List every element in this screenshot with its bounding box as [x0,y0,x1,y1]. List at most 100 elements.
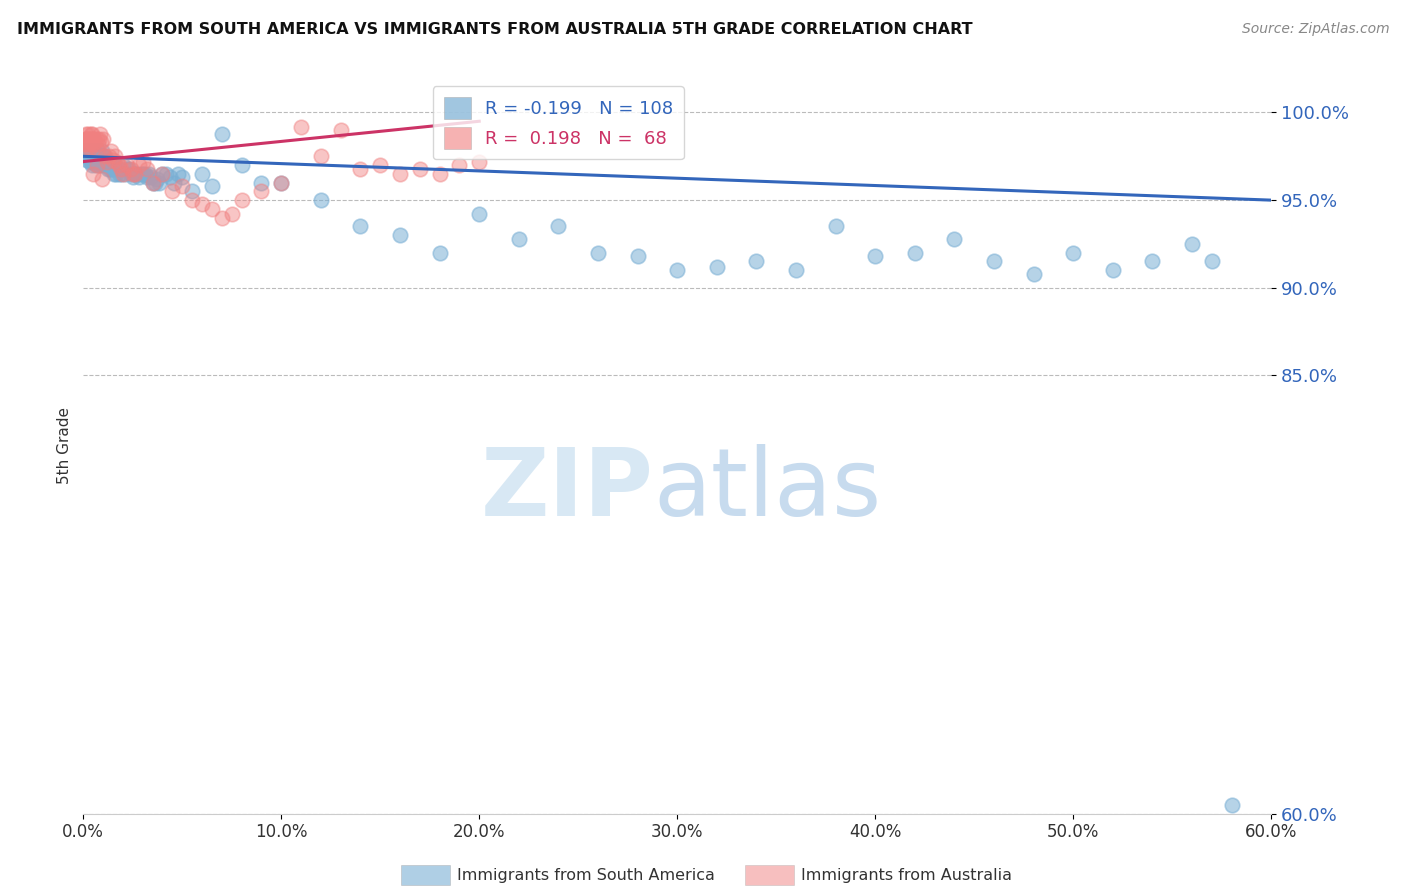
Point [90,144,112,158]
Point [90,136,112,150]
Point [389,167,412,181]
Point [91,172,114,186]
Point [191,196,214,211]
Point [108,158,131,172]
Point [83,147,105,161]
Point [96,158,118,172]
Point [138,167,160,181]
Point [211,211,233,225]
Point [111,167,134,181]
Point [145,172,167,186]
Point [100,158,122,172]
Point [93,149,115,163]
Point [84,136,107,150]
Point [148,176,170,190]
Point [104,167,127,181]
Point [79,149,101,163]
Point [167,167,190,181]
Point [94,158,117,172]
Point [118,161,141,176]
Point [105,154,128,169]
Point [135,170,157,185]
Point [76,136,98,150]
Point [409,161,432,176]
Point [290,120,312,134]
Point [128,170,150,185]
Point [87,136,110,151]
Point [329,123,352,137]
Point [134,167,156,181]
Point [98,149,121,163]
Text: ZIP: ZIP [481,443,654,536]
Point [152,167,174,181]
Point [468,207,491,221]
Point [309,149,332,163]
Point [163,176,186,190]
Point [449,158,471,172]
Point [77,132,100,146]
Point [87,153,110,167]
Point [666,263,689,277]
Y-axis label: 5th Grade: 5th Grade [58,407,72,484]
Point [77,132,100,146]
Point [824,219,846,234]
Point [201,202,224,216]
Point [82,127,104,141]
Point [80,153,103,167]
Point [101,158,124,172]
Point [91,132,114,146]
Point [172,170,194,185]
Point [115,161,138,176]
Point [121,167,143,181]
Point [75,136,97,151]
Text: Source: ZipAtlas.com: Source: ZipAtlas.com [1241,22,1389,37]
Point [1062,245,1084,260]
Point [135,161,157,176]
Legend: R = -0.199   N = 108, R =  0.198   N =  68: R = -0.199 N = 108, R = 0.198 N = 68 [433,87,685,160]
Point [89,127,111,141]
Point [1220,797,1243,812]
Point [152,167,174,181]
Point [77,147,100,161]
Point [76,140,98,154]
Point [86,158,108,172]
Point [89,132,111,146]
Point [75,132,97,146]
Point [105,161,128,176]
Point [79,140,101,154]
Point [172,179,194,194]
Point [76,153,98,167]
Point [98,161,121,176]
Point [83,132,105,146]
Point [94,149,117,163]
Point [586,245,609,260]
Point [120,161,142,176]
Point [86,144,108,158]
Point [80,136,103,150]
Point [250,176,273,190]
Point [82,144,104,158]
Point [75,144,97,158]
Point [114,167,136,181]
Point [84,158,107,172]
Point [706,260,728,274]
Point [77,151,100,165]
Point [231,158,253,172]
Point [111,158,134,172]
Point [1142,254,1164,268]
Point [143,176,166,190]
Point [547,219,569,234]
Point [626,249,648,263]
Point [84,140,107,154]
Point [83,144,105,158]
Point [1181,236,1204,251]
Point [191,167,214,181]
Point [83,151,105,165]
Point [80,158,103,172]
Point [89,151,111,165]
Point [863,249,886,263]
Point [745,254,768,268]
Text: Immigrants from South America: Immigrants from South America [457,869,714,883]
Text: atlas: atlas [654,443,882,536]
Point [90,149,112,163]
